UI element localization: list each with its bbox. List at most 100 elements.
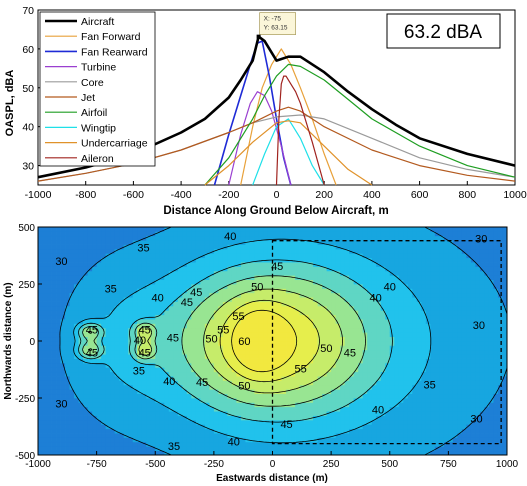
contour-fill-cell [218, 437, 224, 443]
contour-fill-cell [272, 433, 278, 438]
contour-fill-cell [141, 406, 147, 412]
contour-fill-cell [47, 231, 52, 237]
contour-fill-cell [376, 227, 382, 232]
contour-fill-cell [164, 415, 170, 421]
contour-fill-cell [159, 327, 165, 333]
contour-fill-cell [340, 437, 346, 443]
contour-fill-cell [128, 235, 134, 241]
contour-fill-cell [425, 389, 431, 395]
contour-fill-cell [38, 341, 43, 346]
contour-fill-cell [128, 402, 134, 408]
contour-fill-cell [322, 279, 328, 285]
contour-fill-cell [371, 415, 377, 421]
contour-fill-cell [105, 240, 111, 245]
contour-fill-cell [452, 349, 458, 355]
contour-fill-cell [434, 349, 440, 355]
contour-fill-cell [128, 450, 134, 455]
contour-fill-cell [137, 257, 143, 263]
contour-fill-cell [254, 389, 260, 395]
contour-fill-cell [96, 253, 102, 259]
contour-fill-cell [164, 323, 170, 329]
contour-fill-cell [65, 288, 70, 294]
contour-fill-cell [272, 332, 278, 338]
contour-fill-cell [340, 393, 346, 399]
contour-fill-cell [195, 393, 201, 399]
contour-fill-cell [245, 248, 251, 254]
contour-fill-cell [105, 341, 111, 346]
contour-fill-cell [263, 327, 269, 333]
contour-fill-cell [218, 279, 224, 285]
contour-fill-cell [173, 275, 179, 281]
contour-fill-cell [349, 411, 355, 416]
contour-fill-cell [249, 398, 255, 403]
contour-fill-cell [412, 235, 418, 241]
contour-fill-cell [416, 266, 422, 272]
contour-fill-cell [295, 428, 300, 434]
contour-fill-cell [385, 419, 391, 425]
contour-fill-cell [65, 314, 70, 320]
contour-fill-cell [322, 292, 328, 298]
contour-fill-cell [155, 257, 161, 263]
contour-fill-cell [326, 235, 332, 241]
contour-fill-cell [96, 428, 102, 434]
contour-fill-cell [322, 450, 328, 455]
contour-fill-cell [457, 270, 463, 276]
contour-fill-cell [119, 441, 125, 447]
contour-fill-cell [267, 227, 273, 232]
contour-fill-cell [317, 354, 323, 359]
contour-fill-cell [42, 380, 48, 386]
contour-fill-cell [367, 314, 373, 320]
contour-fill-cell [231, 279, 237, 285]
contour-fill-cell [371, 358, 377, 364]
contour-fill-cell [304, 248, 309, 254]
contour-fill-cell [394, 349, 400, 355]
contour-fill-cell [47, 227, 52, 232]
contour-fill-cell [47, 314, 52, 320]
contour-fill-cell [65, 437, 70, 443]
contour-fill-cell [65, 253, 70, 259]
contour-fill-cell [425, 393, 431, 399]
contour-fill-cell [439, 389, 445, 395]
contour-fill-cell [344, 319, 350, 324]
contour-fill-cell [222, 441, 228, 447]
contour-fill-cell [452, 433, 458, 438]
contour-fill-cell [74, 227, 79, 232]
contour-fill-cell [443, 389, 449, 395]
contour-fill-cell [461, 345, 467, 351]
contour-fill-cell [425, 380, 431, 386]
contour-fill-cell [114, 354, 120, 359]
contour-fill-cell [434, 419, 440, 425]
contour-fill-cell [403, 341, 409, 346]
contour-fill-cell [65, 349, 70, 355]
contour-fill-cell [394, 292, 400, 298]
contour-fill-cell [461, 358, 467, 364]
contour-fill-cell [371, 362, 377, 368]
contour-fill-cell [430, 292, 436, 298]
contour-fill-cell [398, 327, 404, 333]
contour-fill-cell [204, 367, 210, 373]
contour-fill-cell [452, 389, 458, 395]
contour-fill-cell [272, 305, 278, 311]
contour-fill-cell [349, 446, 355, 452]
contour-fill-cell [173, 257, 179, 263]
contour-fill-cell [416, 424, 422, 430]
contour-fill-cell [245, 446, 251, 452]
contour-fill-cell [146, 240, 152, 245]
contour-fill-cell [335, 341, 341, 346]
contour-fill-cell [186, 244, 192, 250]
contour-fill-cell [277, 415, 282, 421]
contour-fill-cell [376, 327, 382, 333]
contour-fill-cell [367, 301, 373, 307]
contour-fill-cell [65, 262, 70, 267]
contour-fill-cell [60, 415, 66, 421]
contour-fill-cell [434, 235, 440, 241]
contour-fill-cell [204, 341, 210, 346]
contour-fill-cell [218, 393, 224, 399]
contour-fill-cell [295, 332, 300, 338]
contour-fill-cell [416, 314, 422, 320]
contour-fill-cell [110, 270, 116, 276]
contour-fill-cell [349, 384, 355, 390]
contour-fill-cell [317, 253, 323, 259]
contour-fill-cell [425, 419, 431, 425]
contour-fill-cell [304, 398, 309, 403]
